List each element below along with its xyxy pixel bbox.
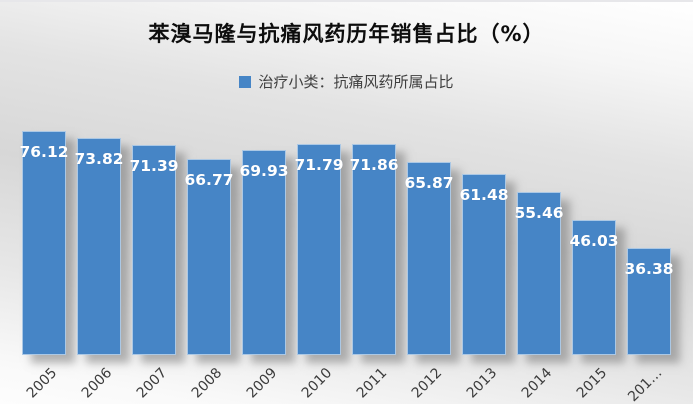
bar-value-label: 61.48 xyxy=(459,186,509,205)
bar-2009: 69.93 xyxy=(239,149,289,355)
x-axis-label: 2007 xyxy=(133,365,171,402)
x-axis-label: 2009 xyxy=(243,365,281,402)
bar-value-label: 76.12 xyxy=(19,143,69,162)
x-axis-label: 2011 xyxy=(353,365,391,402)
legend: 治疗小类：抗痛风药所属占比 xyxy=(0,71,693,92)
bar-value-label: 65.87 xyxy=(404,173,454,192)
x-axis-label: 2010 xyxy=(298,365,336,402)
bar-2015: 46.03 xyxy=(569,219,619,355)
bar-value-label: 71.86 xyxy=(349,155,399,174)
bar-value-label: 55.46 xyxy=(514,204,564,223)
x-axis-label: 2012 xyxy=(408,365,446,402)
bar-value-label: 69.93 xyxy=(239,161,289,180)
bar-2007: 71.39 xyxy=(129,145,179,355)
bar-2010: 71.79 xyxy=(294,144,344,355)
bar-value-label: 71.79 xyxy=(294,156,344,175)
bar-201…: 36.38 xyxy=(624,248,674,355)
legend-label: 治疗小类：抗痛风药所属占比 xyxy=(258,73,454,91)
bar-value-label: 36.38 xyxy=(624,260,674,279)
bar-value-label: 73.82 xyxy=(74,150,124,169)
bar-2006: 73.82 xyxy=(74,138,124,355)
x-axis-label: 2015 xyxy=(573,365,611,402)
x-axis-label: 2008 xyxy=(188,365,226,402)
legend-marker-icon xyxy=(239,75,252,88)
x-axis-label: 2014 xyxy=(518,365,556,402)
bar-2014: 55.46 xyxy=(514,192,564,355)
bar-2012: 65.87 xyxy=(404,161,454,355)
bar-value-label: 66.77 xyxy=(184,170,234,189)
bar-2011: 71.86 xyxy=(349,143,399,355)
bar-value-label: 71.39 xyxy=(129,157,179,176)
x-axis-label: 2013 xyxy=(463,365,501,402)
bar-value-label: 46.03 xyxy=(569,231,619,250)
x-axis-label: 2006 xyxy=(78,365,116,402)
x-axis-label: 2005 xyxy=(23,365,61,402)
bar-2005: 76.12 xyxy=(19,131,69,355)
chart-title: 苯溴马隆与抗痛风药历年销售占比（%） xyxy=(148,22,545,46)
bar-2008: 66.77 xyxy=(184,158,234,355)
x-axis-label: 201… xyxy=(625,365,666,404)
bar-2013: 61.48 xyxy=(459,174,509,355)
